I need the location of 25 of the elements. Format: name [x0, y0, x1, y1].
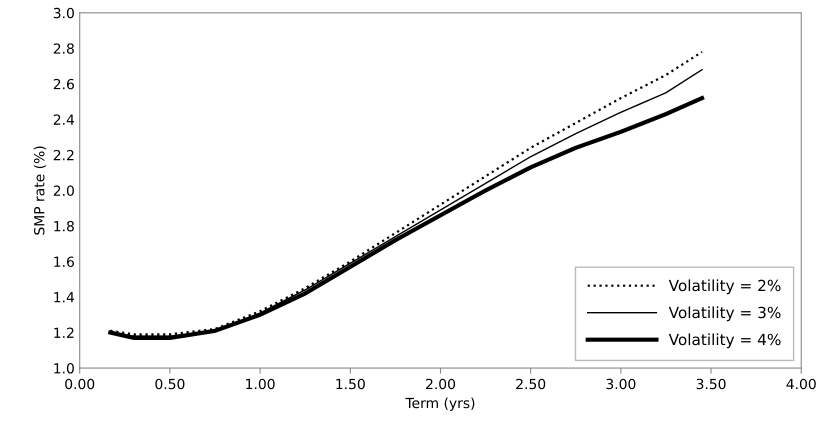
y-tick-label: 2.4 — [54, 114, 74, 125]
x-tick-label: 3.00 — [606, 378, 636, 390]
y-tick-label: 1.0 — [54, 363, 74, 374]
legend-label: Volatility = 4% — [668, 333, 781, 348]
x-tick-label: 4.00 — [786, 378, 816, 390]
legend-label: Volatility = 3% — [668, 306, 781, 322]
x-axis-title: Term (yrs) — [405, 398, 474, 411]
x-tick-label: 2.00 — [426, 378, 456, 390]
y-tick-label: 2.0 — [54, 185, 74, 196]
x-tick-label: 2.50 — [516, 378, 546, 390]
x-tick-label: 0.00 — [65, 378, 94, 390]
y-tick-label: 1.2 — [54, 328, 74, 338]
y-tick-label: 1.4 — [54, 292, 74, 302]
legend-label: Volatility = 2% — [668, 279, 781, 294]
y-tick-label: 1.6 — [54, 256, 74, 267]
x-tick-label: 1.50 — [336, 378, 365, 390]
y-tick-label: 1.8 — [54, 220, 74, 232]
x-tick-label: 3.50 — [696, 378, 726, 390]
y-tick-label: 2.8 — [54, 43, 74, 54]
y-axis-title: SMP rate (%) — [34, 146, 46, 235]
y-tick-label: 2.6 — [54, 78, 74, 90]
y-tick-label: 2.2 — [54, 150, 74, 160]
x-tick-label: 1.00 — [246, 378, 275, 390]
x-tick-label: 0.50 — [155, 378, 184, 390]
y-tick-label: 3.0 — [54, 8, 74, 18]
